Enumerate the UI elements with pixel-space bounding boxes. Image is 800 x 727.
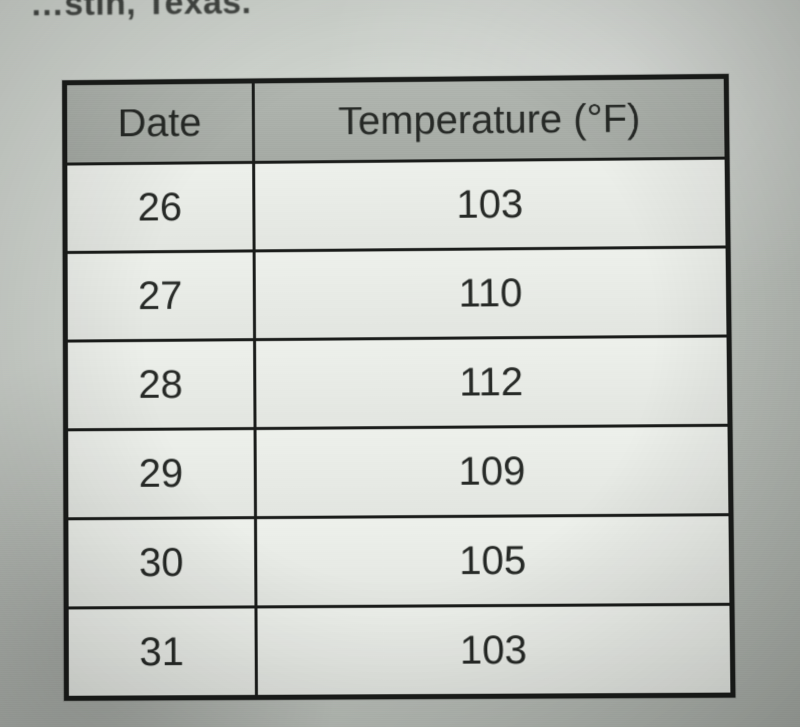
table-row: 31 103 bbox=[66, 604, 733, 698]
table-row: 26 103 bbox=[65, 158, 728, 252]
cell-date: 26 bbox=[65, 162, 254, 252]
cell-temperature: 110 bbox=[254, 247, 729, 340]
content-layer: …stin, Texas. Date Temperature (°F) 26 1… bbox=[1, 0, 800, 727]
cell-date: 27 bbox=[65, 251, 254, 341]
temperature-table: Date Temperature (°F) 26 103 27 110 28 1… bbox=[62, 74, 735, 701]
table-row: 29 109 bbox=[66, 425, 731, 519]
cell-temperature: 109 bbox=[255, 425, 731, 517]
cell-temperature: 105 bbox=[255, 515, 731, 607]
cell-temperature: 103 bbox=[254, 158, 728, 251]
cell-date: 30 bbox=[66, 518, 256, 608]
table-row: 30 105 bbox=[66, 515, 732, 608]
cell-date: 31 bbox=[66, 607, 256, 698]
partial-caption-text: …stin, Texas. bbox=[30, 0, 251, 24]
table-header-row: Date Temperature (°F) bbox=[65, 76, 727, 164]
cell-temperature: 103 bbox=[256, 604, 733, 697]
table-row: 27 110 bbox=[65, 247, 729, 341]
column-header-temperature: Temperature (°F) bbox=[253, 76, 727, 162]
cell-temperature: 112 bbox=[255, 336, 730, 429]
cell-date: 29 bbox=[66, 429, 256, 519]
column-header-date: Date bbox=[65, 81, 254, 164]
cell-date: 28 bbox=[65, 340, 255, 430]
table-row: 28 112 bbox=[65, 336, 730, 430]
